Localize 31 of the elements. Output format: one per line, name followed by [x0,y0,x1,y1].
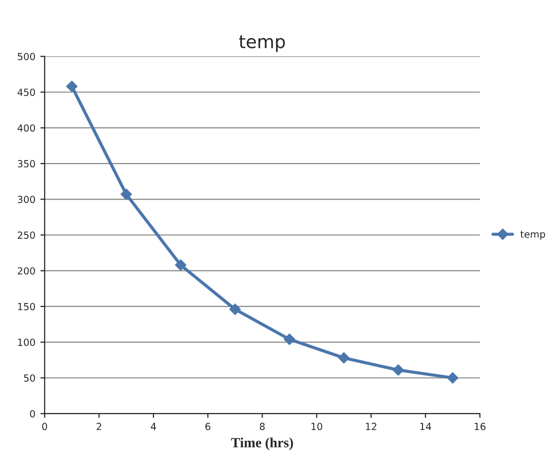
x-axis-title: Time (hrs) [231,438,293,450]
chart-title: temp [239,35,285,52]
point [447,372,458,384]
y-tick-label: 0 [30,410,35,418]
y-tick-label: 50 [24,374,35,382]
y-tick-label: 200 [18,267,35,275]
y-tick-label: 500 [18,52,35,60]
y-tick-label: 350 [18,160,35,168]
point [392,364,404,376]
point [120,188,132,200]
x-tick-label: 0 [42,422,48,430]
point [284,334,296,345]
y-tick-label: 250 [18,231,35,239]
point [338,352,350,364]
y-tick-label: 450 [18,88,35,96]
point [229,304,241,315]
x-tick-label: 6 [205,422,210,430]
y-tick-label: 300 [18,196,35,204]
x-tick-label: 10 [312,422,322,430]
y-tick-label: 400 [18,124,35,132]
point [175,259,186,271]
x-tick-label: 2 [96,422,102,430]
point [66,80,78,92]
y-tick-label: 150 [18,302,35,310]
y-tick-label: 100 [18,338,35,346]
x-tick-label: 14 [420,422,432,430]
x-tick-label: 12 [366,422,376,430]
legend-label: temp [520,230,546,240]
x-tick-label: 4 [150,422,156,430]
x-tick-label: 8 [260,422,265,430]
x-tick-label: 16 [474,422,486,430]
